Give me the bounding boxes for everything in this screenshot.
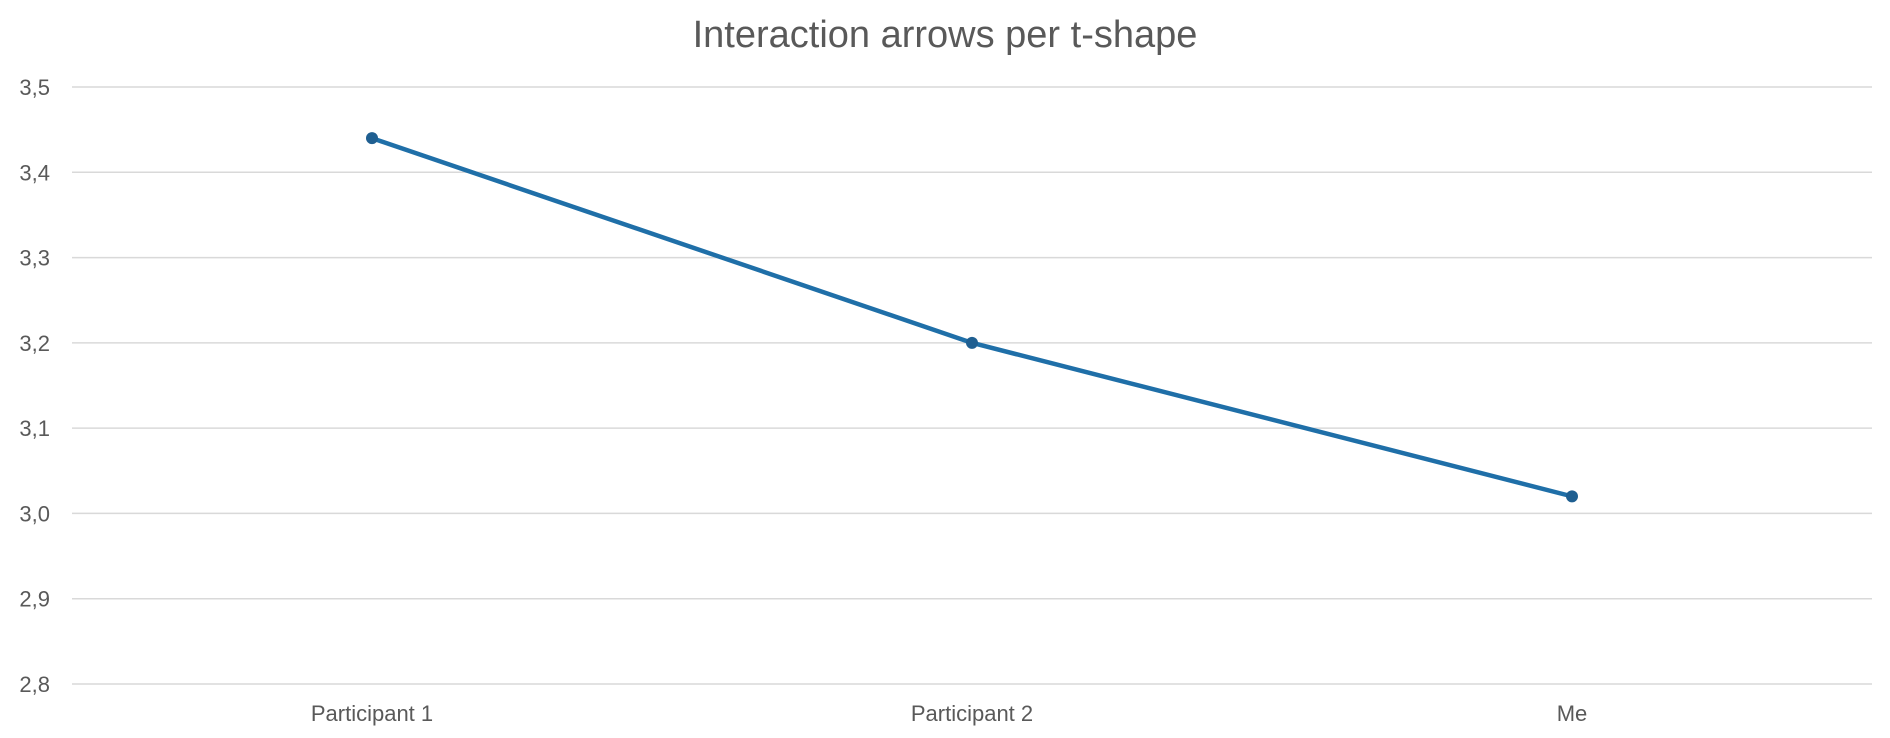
data-point [1566, 490, 1578, 503]
series-layer [366, 132, 1578, 503]
y-tick-label: 2,8 [19, 672, 50, 697]
y-tick-label: 2,9 [19, 587, 50, 612]
gridlines [72, 86, 1872, 685]
y-tick-label: 3,2 [19, 331, 50, 356]
y-tick-label: 3,3 [19, 246, 50, 271]
x-tick-label: Participant 1 [311, 701, 433, 726]
data-point [966, 336, 978, 349]
chart-title: Interaction arrows per t-shape [692, 14, 1198, 56]
series-line [371, 136, 1573, 499]
y-axis-tick-labels: 2,8 2,9 3,0 3,1 3,2 3,3 3,4 3,5 [19, 75, 50, 697]
data-point [366, 132, 378, 145]
y-tick-label: 3,4 [19, 160, 50, 185]
x-axis-tick-labels: Participant 1 Participant 2 Me [311, 701, 1587, 726]
y-tick-label: 3,0 [19, 501, 50, 526]
y-tick-label: 3,5 [19, 75, 50, 100]
y-tick-label: 3,1 [19, 416, 50, 441]
x-tick-label: Me [1557, 701, 1588, 726]
x-tick-label: Participant 2 [911, 701, 1033, 726]
